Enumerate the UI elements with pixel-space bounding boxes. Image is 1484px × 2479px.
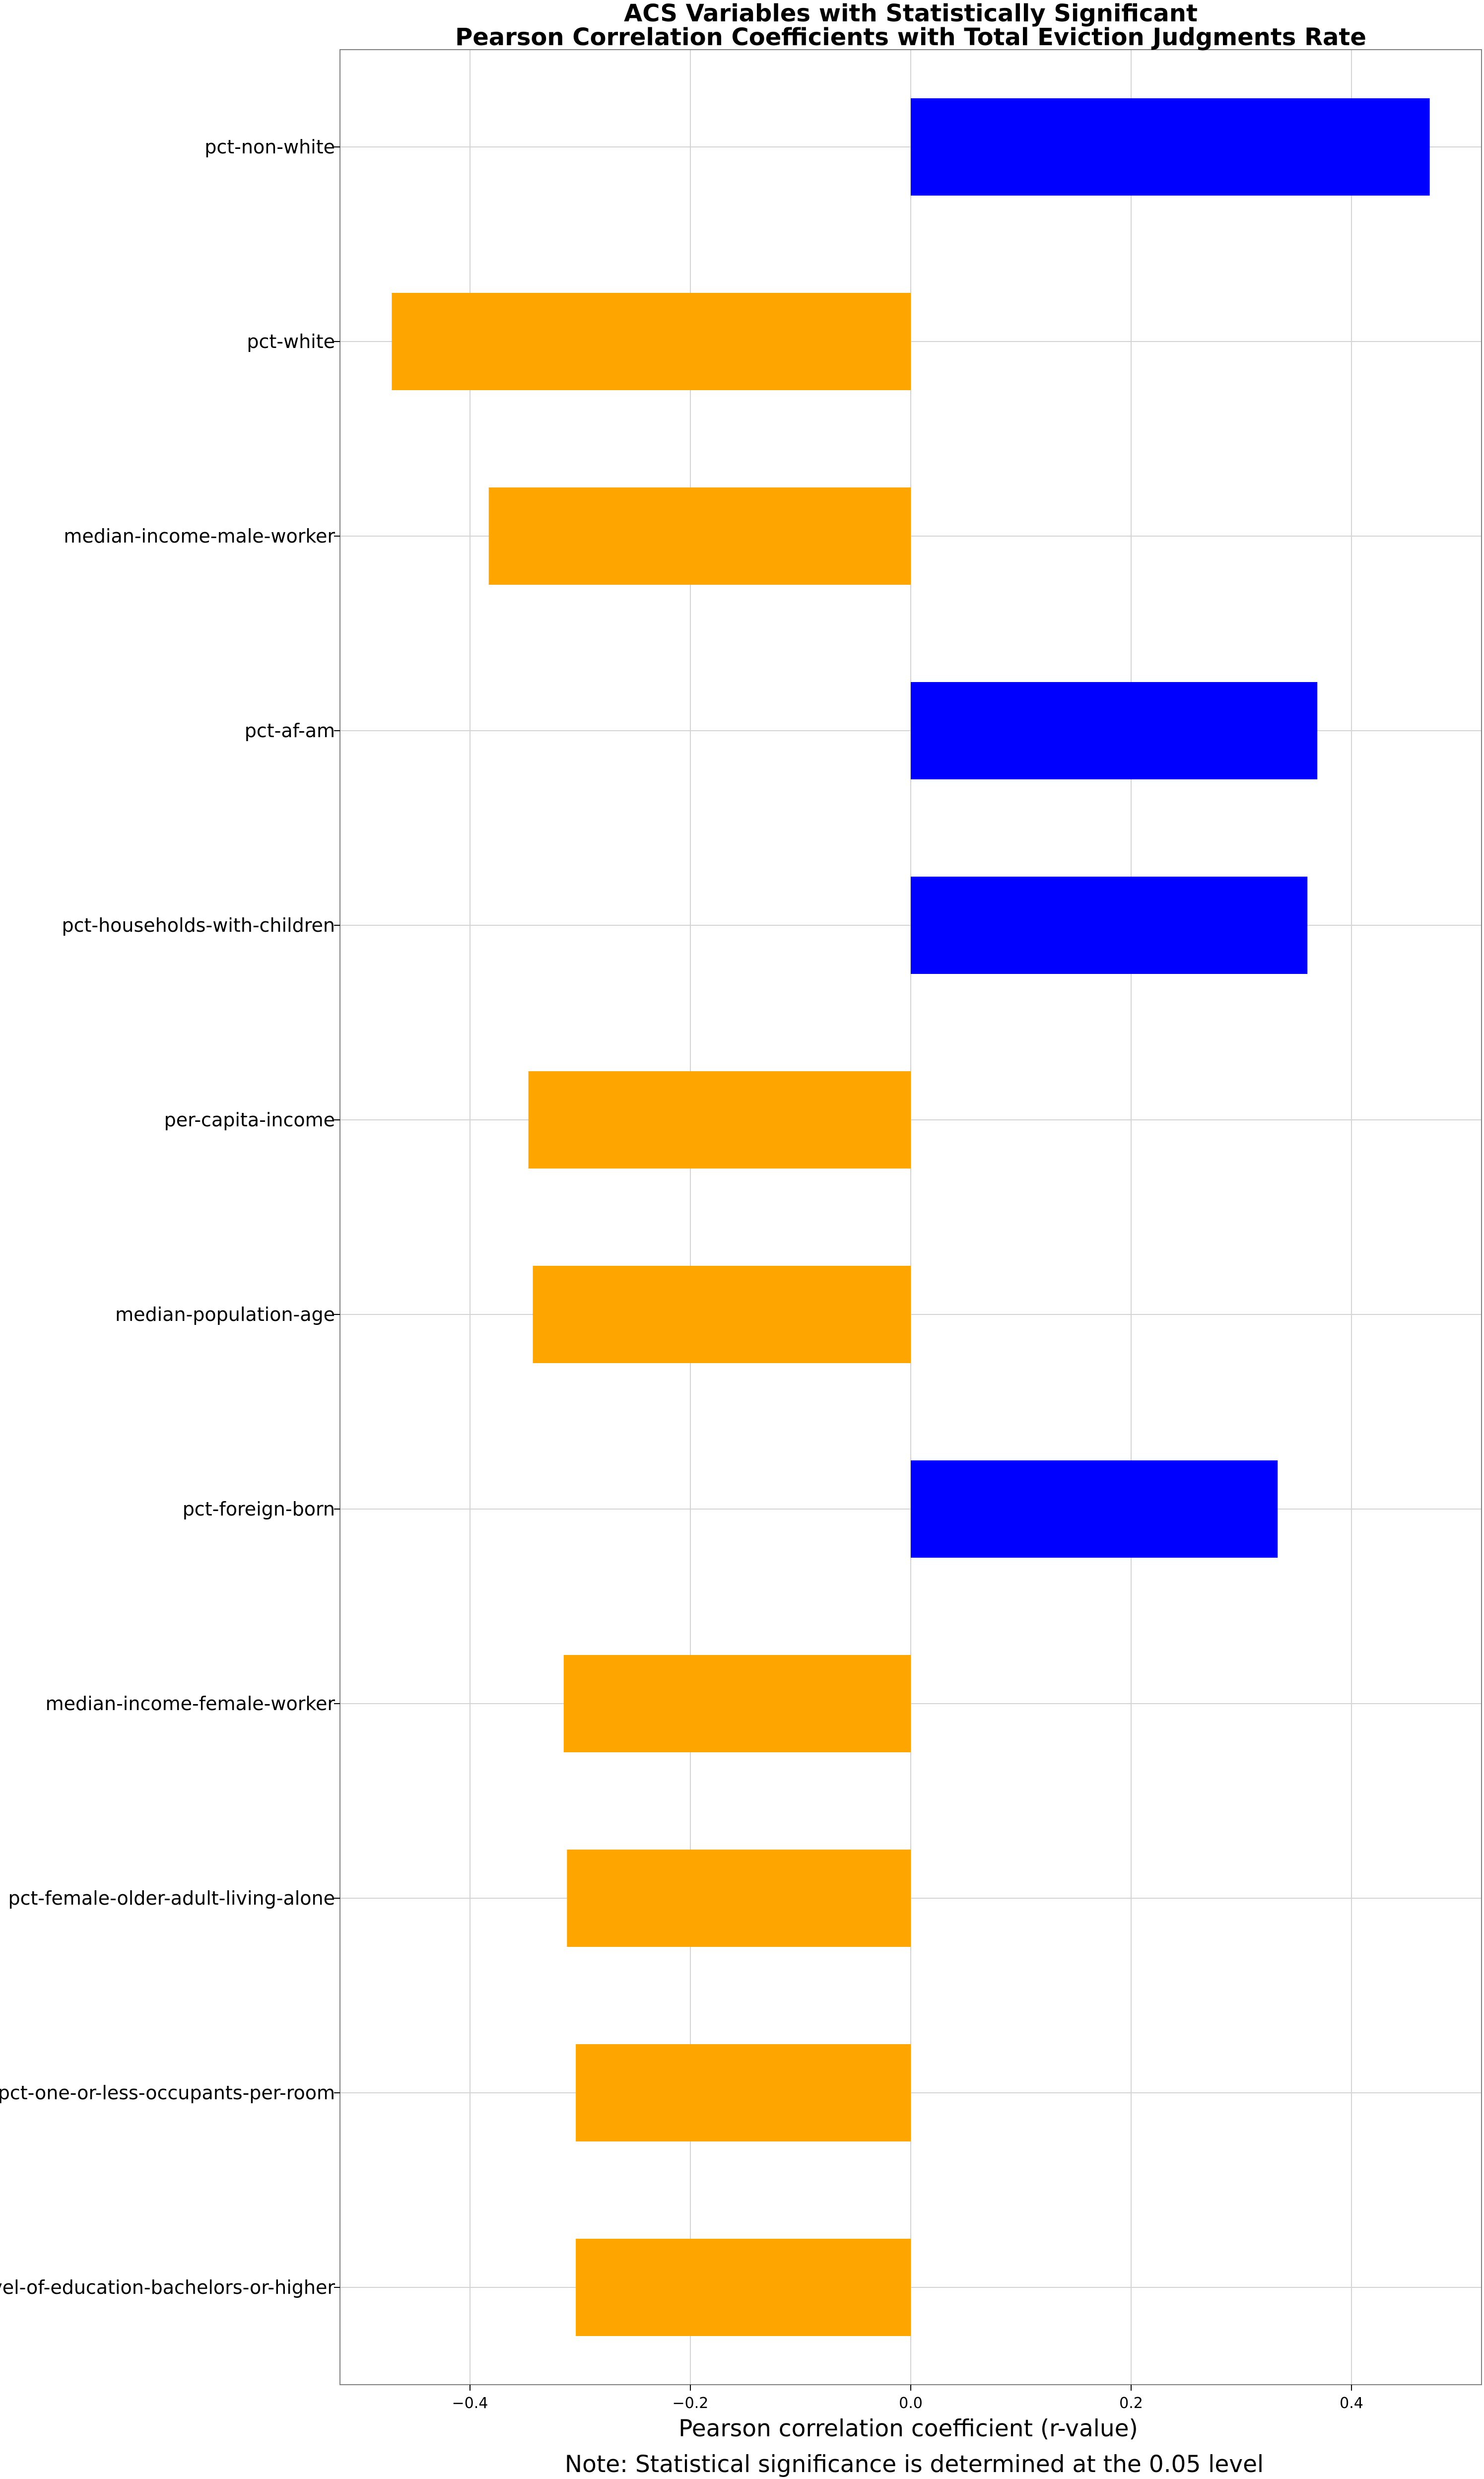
- y-tick-label: pct-foreign-born: [183, 1498, 335, 1520]
- y-tick-label: median-population-age: [115, 1304, 335, 1325]
- x-tick-labels: −0.4 −0.2 0.0 0.2 0.4: [452, 2385, 1363, 2412]
- bar-pct-households-with-children: [911, 877, 1308, 974]
- bar-pct-foreign-born: [911, 1460, 1278, 1558]
- x-axis-label: Pearson correlation coefficient (r-value…: [678, 2415, 1138, 2442]
- bar-level-of-education-bachelors-or-higher: [576, 2239, 911, 2336]
- x-tick-label: −0.4: [452, 2395, 488, 2412]
- chart-title-line-2: Pearson Correlation Coefficients with To…: [455, 23, 1366, 51]
- bar-pct-one-or-less-occupants-per-room: [576, 2044, 911, 2141]
- y-tick-label: pct-one-or-less-occupants-per-room: [0, 2082, 335, 2104]
- y-tick-label: pct-white: [247, 331, 335, 352]
- bar-median-income-female-worker: [563, 1655, 911, 1752]
- y-tick-label: median-income-female-worker: [46, 1693, 336, 1715]
- bar-pct-female-older-adult-living-alone: [567, 1850, 911, 1947]
- x-tick-label: 0.0: [899, 2395, 923, 2412]
- y-tick-label: per-capita-income: [164, 1109, 335, 1131]
- bar-pct-white: [392, 293, 911, 390]
- bar-pct-non-white: [911, 98, 1430, 196]
- x-tick-label: 0.2: [1119, 2395, 1143, 2412]
- y-tick-label: pct-households-with-children: [62, 914, 335, 936]
- bar-pct-af-am: [911, 682, 1318, 779]
- y-tick-label: pct-female-older-adult-living-alone: [8, 1887, 335, 1909]
- y-tick-label: pct-af-am: [245, 720, 335, 742]
- chart-title-line-1: ACS Variables with Statistically Signifi…: [624, 0, 1198, 27]
- grid-layer: [340, 50, 1482, 2385]
- chart-note: Note: Statistical significance is determ…: [565, 2451, 1264, 2477]
- bar-median-population-age: [533, 1266, 911, 1363]
- bar-per-capita-income: [528, 1071, 911, 1169]
- y-tick-label: level-of-education-bachelors-or-higher: [0, 2276, 335, 2298]
- y-tick-labels: pct-non-white pct-white median-income-male…: [0, 136, 340, 2298]
- x-tick-label: 0.4: [1340, 2395, 1363, 2412]
- y-tick-label: median-income-male-worker: [64, 525, 335, 547]
- bar-layer: [392, 98, 1430, 2336]
- bar-median-income-male-worker: [488, 487, 911, 585]
- x-tick-label: −0.2: [673, 2395, 709, 2412]
- y-tick-label: pct-non-white: [204, 136, 335, 158]
